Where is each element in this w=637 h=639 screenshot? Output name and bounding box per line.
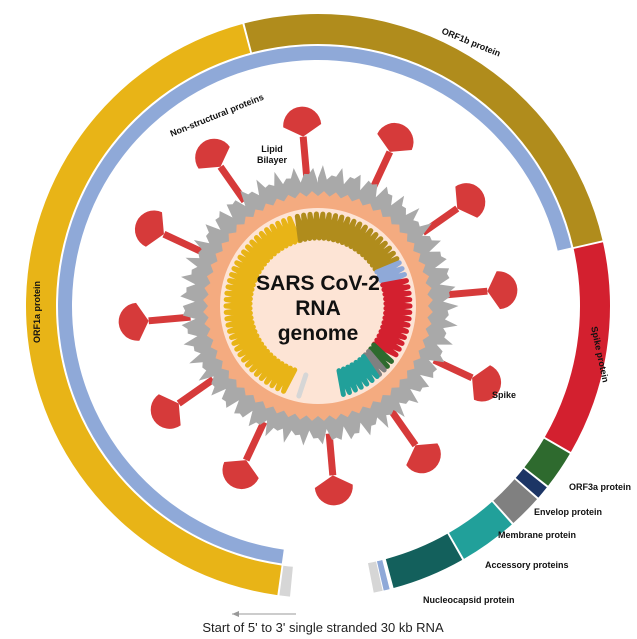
spike-head (487, 271, 517, 309)
label: ORF3a protein (569, 482, 631, 492)
ring-label: ORF1a protein (32, 281, 42, 343)
spike-head (135, 210, 164, 246)
ring-segment (279, 566, 293, 597)
label: Accessory proteins (485, 560, 569, 570)
spike-stalk (303, 137, 307, 179)
center-title: RNA (295, 297, 341, 320)
spike-stalk (179, 379, 213, 403)
label: Lipid (261, 144, 283, 154)
spike-stalk (423, 208, 457, 232)
center-title: SARS CoV-2 (256, 272, 380, 295)
diagram: SARS CoV-2 RNA genome ORF1b protein Non-… (0, 0, 637, 639)
spike-head (406, 443, 441, 473)
spike-head (283, 107, 321, 137)
arrow-head (232, 611, 239, 617)
ring-segment (386, 534, 462, 588)
label: Envelop protein (534, 507, 602, 517)
label: Bilayer (257, 155, 288, 165)
spike-stalk (246, 422, 264, 460)
spike-head (151, 394, 181, 429)
spike-stalk (372, 152, 390, 190)
label: Spike (492, 390, 516, 400)
spike-head (195, 139, 230, 169)
label: Nucleocapsid protein (423, 595, 515, 605)
spike-head (455, 183, 485, 218)
spike-head (377, 123, 413, 152)
spike-head (222, 460, 258, 489)
spike-stalk (446, 291, 488, 295)
label: Membrane protein (498, 530, 576, 540)
center-title: genome (278, 322, 359, 345)
spike-stalk (220, 167, 244, 201)
spike-head (119, 303, 149, 341)
spike-stalk (164, 234, 202, 252)
spike-stalk (434, 360, 472, 378)
footer: Start of 5' to 3' single stranded 30 kb … (202, 620, 444, 635)
spike-stalk (149, 317, 191, 321)
spike-head (315, 475, 353, 505)
